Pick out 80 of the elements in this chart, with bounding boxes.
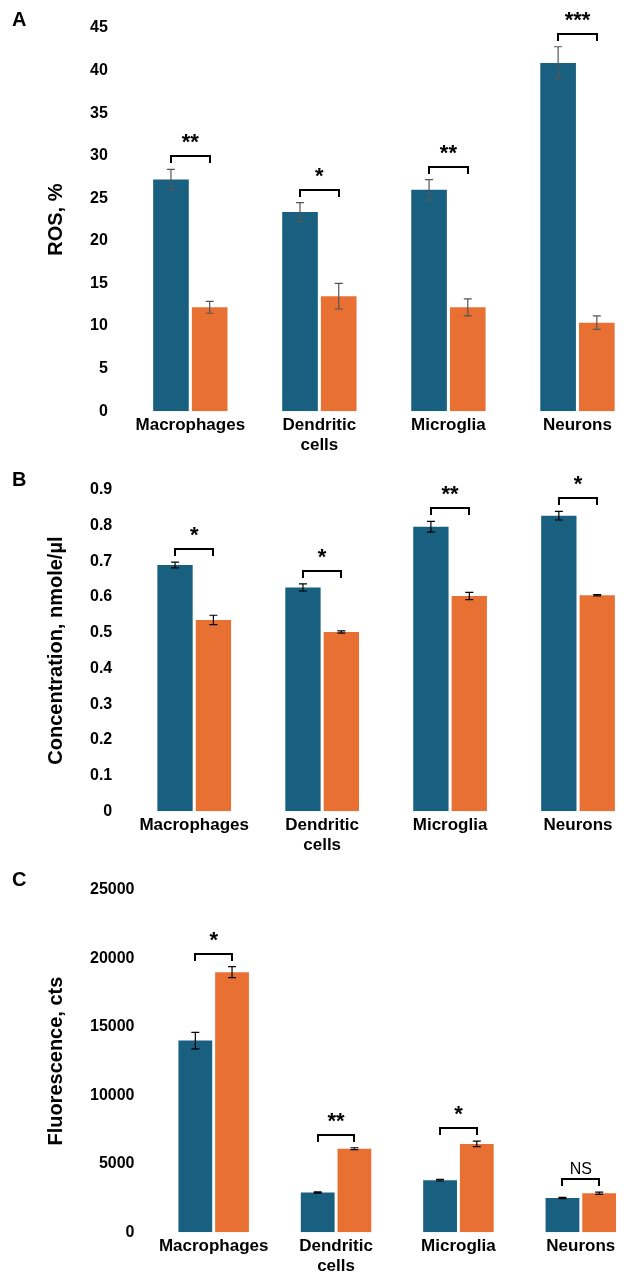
bar — [337, 1148, 372, 1233]
y-tick-label: 0.9 — [89, 480, 113, 498]
bar — [178, 1040, 213, 1233]
y-tick-label: 45 — [90, 18, 108, 36]
annotation: NS — [569, 1159, 592, 1177]
bar — [191, 307, 228, 412]
x-tick-label: Macrophages — [139, 815, 250, 835]
bar — [300, 1192, 335, 1233]
bar — [285, 587, 321, 812]
bar — [582, 1193, 617, 1233]
bar — [545, 1197, 580, 1233]
x-tick-label: Dendritic cells — [282, 415, 357, 455]
y-axis-title: Fluorescence, cts — [43, 976, 66, 1146]
y-tick-label: 15 — [90, 273, 108, 291]
annotation: *** — [564, 6, 591, 32]
y-tick-label: 0 — [125, 1222, 135, 1240]
bar — [540, 62, 576, 412]
annotation: ** — [441, 481, 460, 507]
y-tick-label: 5000 — [98, 1154, 135, 1172]
x-tick-label: Neurons — [543, 815, 613, 835]
x-tick-label: Microglia — [412, 815, 488, 835]
x-tick-label: Microglia — [421, 1236, 497, 1256]
bar — [579, 595, 615, 812]
y-tick-label: 0.6 — [89, 587, 113, 605]
bar — [423, 1180, 457, 1233]
y-tick-label: 40 — [90, 60, 108, 78]
y-tick-label: 30 — [90, 146, 108, 164]
y-tick-label: 15000 — [89, 1017, 135, 1035]
chart-title: A — [12, 8, 27, 31]
y-tick-label: 25 — [90, 188, 108, 206]
bar — [413, 526, 449, 812]
bar — [411, 189, 447, 412]
y-tick-label: 10000 — [89, 1085, 135, 1103]
y-tick-label: 0.8 — [89, 516, 113, 534]
bar — [282, 211, 318, 412]
y-tick-label: 35 — [90, 103, 108, 121]
bar — [153, 179, 189, 412]
y-tick-label: 0 — [98, 401, 108, 419]
y-tick-label: 20000 — [89, 948, 135, 966]
x-tick-label: Macrophages — [158, 1236, 269, 1256]
y-tick-label: 0.4 — [89, 658, 113, 676]
bar — [541, 515, 577, 812]
bar — [579, 322, 615, 412]
annotation: ** — [181, 129, 200, 155]
chart-title: B — [12, 468, 27, 491]
annotation: * — [573, 471, 583, 497]
x-tick-label: Dendritic cells — [299, 1236, 373, 1276]
bar — [323, 632, 359, 812]
annotation: ** — [439, 139, 458, 165]
annotation: ** — [327, 1107, 346, 1133]
annotation: * — [189, 522, 199, 548]
y-axis-title: ROS, % — [43, 183, 66, 256]
annotation: * — [209, 926, 219, 952]
y-tick-label: 20 — [90, 231, 108, 249]
y-tick-label: 10 — [90, 316, 108, 334]
bar — [451, 596, 487, 812]
y-axis-title: Concentration, nmole/µl — [43, 536, 66, 765]
y-tick-label: 0 — [103, 801, 113, 819]
x-tick-label: Macrophages — [135, 415, 246, 435]
bar — [215, 972, 249, 1233]
chart-title: C — [12, 868, 27, 891]
bar — [157, 564, 193, 812]
y-tick-label: 25000 — [89, 880, 135, 898]
y-tick-label: 0.3 — [89, 694, 113, 712]
x-tick-label: Microglia — [411, 415, 487, 435]
y-tick-label: 0.7 — [89, 551, 113, 569]
annotation: * — [315, 162, 325, 188]
annotation: * — [317, 543, 327, 569]
y-tick-label: 0.1 — [89, 765, 113, 783]
x-tick-label: Neurons — [542, 415, 612, 435]
x-tick-label: Neurons — [546, 1236, 616, 1256]
y-tick-label: 0.2 — [89, 730, 113, 748]
bar — [195, 619, 232, 812]
annotation: * — [454, 1101, 464, 1127]
bar — [449, 307, 486, 412]
bar — [320, 296, 357, 412]
y-tick-label: 5 — [98, 359, 108, 377]
x-tick-label: Dendritic cells — [285, 815, 359, 855]
bar — [459, 1143, 494, 1233]
y-tick-label: 0.5 — [89, 623, 113, 641]
